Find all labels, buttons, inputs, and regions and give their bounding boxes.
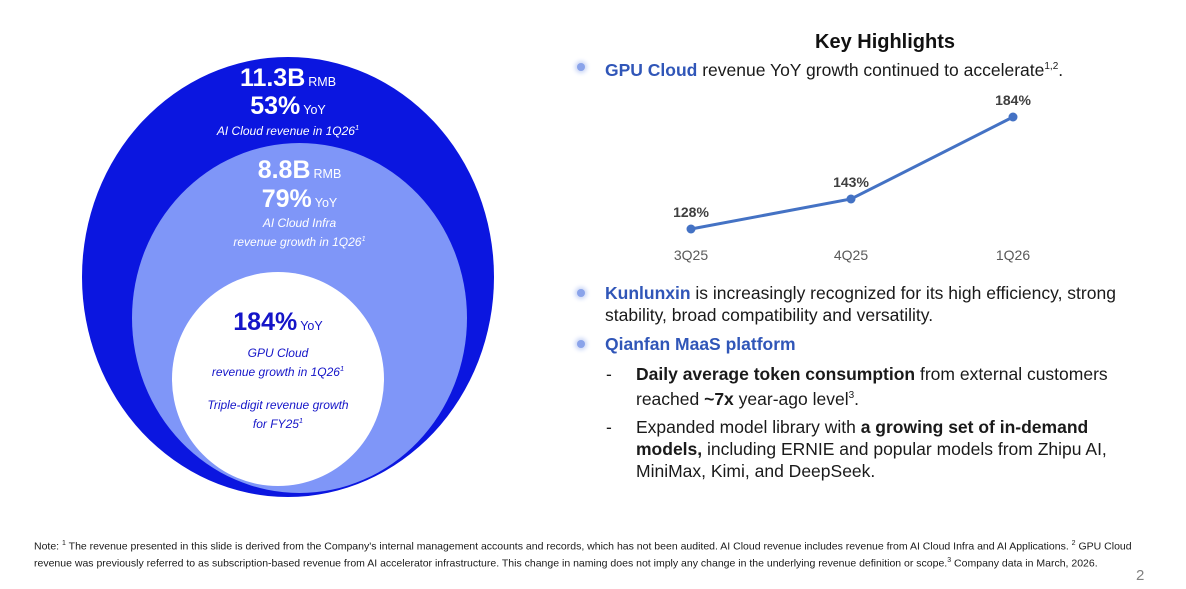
footnote: Note: 1 The revenue presented in this sl…: [34, 540, 1132, 570]
gpu-cloud-growth-chart: 128% 3Q25 143% 4Q25 184% 1Q26: [673, 92, 1031, 263]
ai-cloud-desc: AI Cloud revenue in 1Q261: [216, 123, 360, 138]
data-point: [1008, 112, 1018, 122]
revenue-circles: 11.3B RMB 53% YoY AI Cloud revenue in 1Q26…: [0, 0, 540, 500]
ai-cloud-infra-growth: 79% YoY: [261, 185, 338, 213]
ai-cloud-revenue-value: 11.3B RMB: [239, 64, 337, 92]
key-highlights-title: Key Highlights: [815, 31, 956, 53]
model-library-item: Expanded model library with a growing se…: [636, 417, 1107, 481]
gpu-cloud-growth: 184% YoY: [233, 308, 323, 336]
gpu-cloud-circle: [172, 272, 384, 486]
x-tick-label: 4Q25: [834, 247, 868, 263]
qianfan-highlight: Qianfan MaaS platform: [605, 334, 796, 354]
token-consumption-item: Daily average token consumption from ext…: [636, 364, 1108, 409]
data-label: 184%: [995, 92, 1031, 108]
ai-cloud-infra-value: 8.8B RMB: [257, 156, 342, 184]
x-tick-label: 3Q25: [674, 247, 708, 263]
x-tick-label: 1Q26: [996, 247, 1030, 263]
dash-marker: -: [606, 417, 612, 437]
data-label: 128%: [673, 204, 709, 220]
data-point: [846, 194, 856, 204]
ai-cloud-infra-desc: AI Cloud Infra revenue growth in 1Q261: [233, 216, 366, 249]
series-line: [690, 115, 1014, 231]
fy25-growth-desc: Triple-digit revenue growth for FY251: [207, 398, 349, 431]
data-point: [686, 224, 696, 234]
data-label: 143%: [833, 174, 869, 190]
page-number: 2: [1136, 567, 1145, 584]
bullet-dot-icon: [577, 289, 585, 297]
gpu-cloud-highlight: GPU Cloud revenue YoY growth continued t…: [605, 59, 1064, 80]
kunlunxin-highlight: Kunlunxin is increasingly recognized for…: [605, 283, 1116, 325]
ai-cloud-growth: 53% YoY: [250, 92, 326, 120]
dash-marker: -: [606, 364, 612, 384]
bullet-dot-icon: [577, 340, 585, 348]
bullet-dot-icon: [577, 63, 585, 71]
gpu-cloud-desc: GPU Cloud revenue growth in 1Q261: [211, 346, 345, 379]
